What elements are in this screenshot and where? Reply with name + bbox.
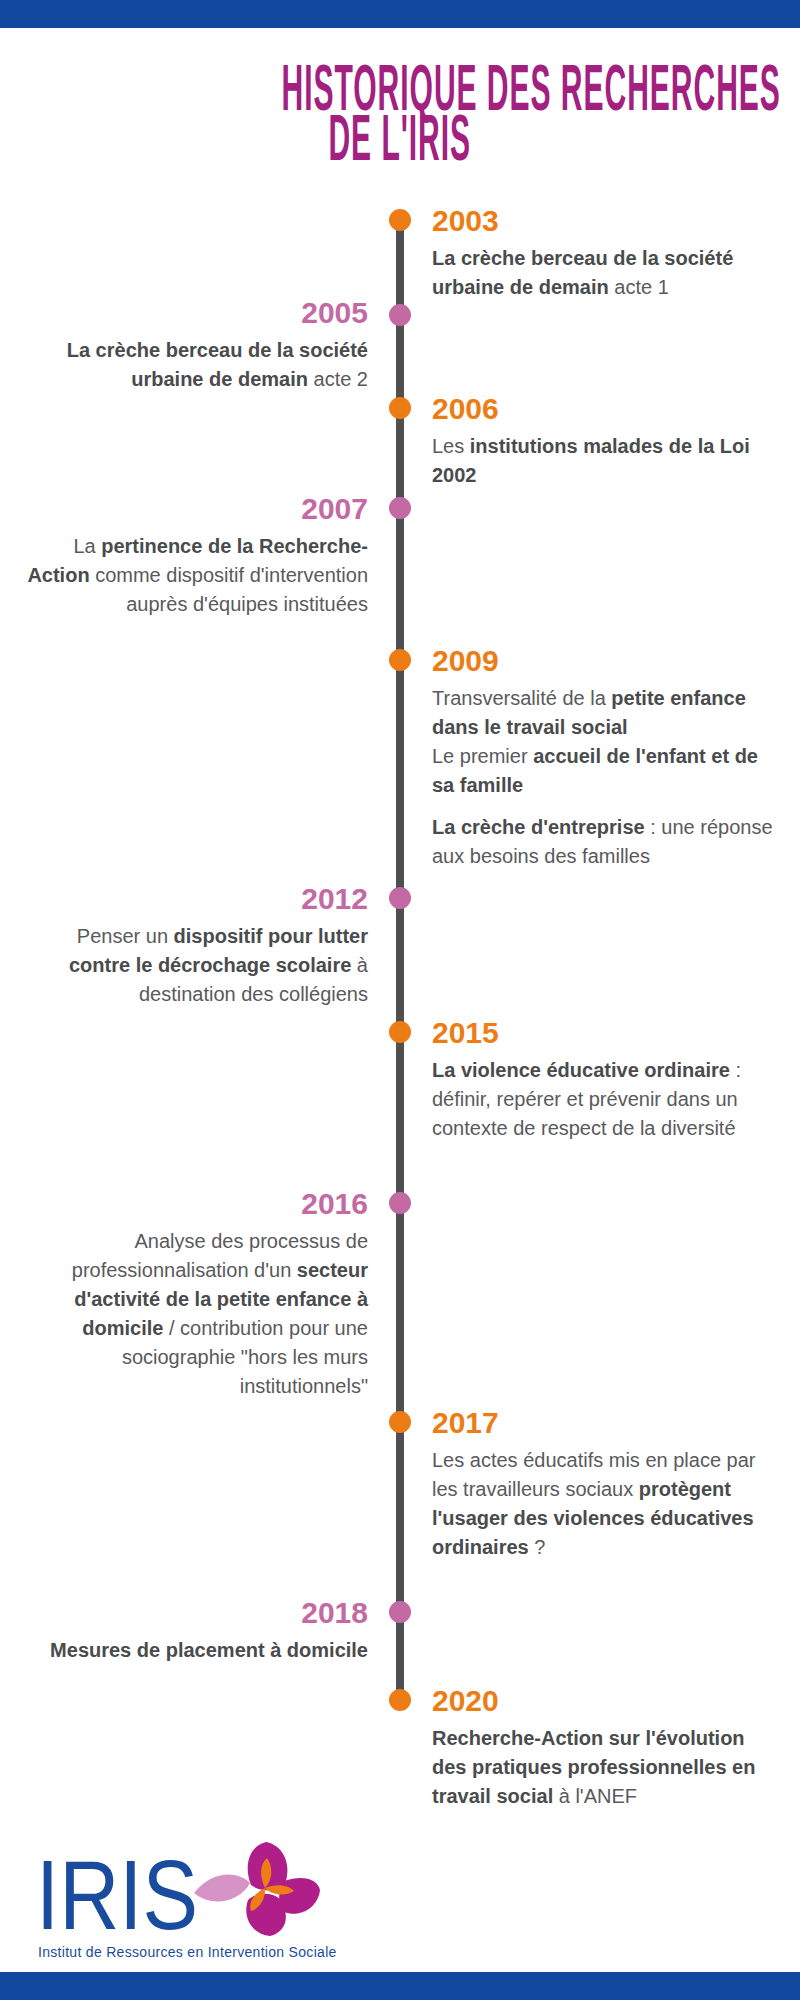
timeline-dot-2006 (389, 397, 411, 419)
entry-text: Analyse des processus de professionnalis… (12, 1227, 368, 1401)
timeline-dot-2020 (389, 1689, 411, 1711)
entry-year: 2006 (432, 392, 782, 426)
entry-year: 2018 (12, 1596, 368, 1630)
iris-tagline: Institut de Ressources en Intervention S… (38, 1944, 337, 1960)
entry-year: 2012 (12, 882, 368, 916)
timeline-entry-2015: 2015 La violence éducative ordinaire : dé… (432, 1016, 782, 1156)
entry-year: 2007 (12, 492, 368, 526)
entry-year: 2015 (432, 1016, 782, 1050)
entry-year: 2020 (432, 1684, 782, 1718)
entry-text: Penser un dispositif pour lutter contre … (12, 922, 368, 1009)
timeline-entry-2003: 2003 La crèche berceau de la société urba… (432, 204, 782, 315)
entry-year: 2016 (12, 1187, 368, 1221)
timeline-dot-2007 (389, 497, 411, 519)
iris-logo-text: IRIS (36, 1850, 198, 1940)
entry-year: 2003 (432, 204, 782, 238)
entry-text: La pertinence de la Recherche-Action com… (12, 532, 368, 619)
infographic-page: HISTORIQUE DES RECHERCHES DE L'IRIS 2003… (0, 0, 800, 2000)
timeline-dot-2012 (389, 887, 411, 909)
timeline-entry-2020: 2020 Recherche-Action sur l'évolution des… (432, 1684, 782, 1824)
timeline-line (396, 220, 404, 1700)
timeline-dot-2015 (389, 1021, 411, 1043)
timeline-dot-2003 (389, 209, 411, 231)
timeline-entry-2018: 2018 Mesures de placement à domicile (12, 1596, 368, 1678)
bottom-blue-bar (0, 1972, 800, 2000)
timeline-entry-2017: 2017 Les actes éducatifs mis en place par… (432, 1406, 782, 1575)
timeline-entry-2005: 2005 La crèche berceau de la société urba… (12, 296, 368, 407)
entry-text: Transversalité de la petite enfance dans… (432, 684, 782, 800)
timeline-dot-2017 (389, 1411, 411, 1433)
top-blue-bar (0, 0, 800, 28)
timeline-entry-2006: 2006 Les institutions malades de la Loi 2… (432, 392, 782, 503)
page-title-line2: DE L'IRIS (329, 113, 472, 163)
entry-year: 2017 (432, 1406, 782, 1440)
timeline-entry-2009: 2009 Transversalité de la petite enfance … (432, 644, 782, 884)
timeline-dot-2005 (389, 304, 411, 326)
timeline-entry-2016: 2016 Analyse des processus de professionn… (12, 1187, 368, 1414)
iris-flower-icon (188, 1838, 326, 1938)
entry-text: La crèche d'entreprise : une réponse aux… (432, 813, 782, 871)
timeline-dot-2018 (389, 1601, 411, 1623)
timeline-dot-2016 (389, 1192, 411, 1214)
entry-text: La crèche berceau de la société urbaine … (432, 244, 782, 302)
page-title: HISTORIQUE DES RECHERCHES DE L'IRIS (0, 63, 800, 163)
entry-text: La crèche berceau de la société urbaine … (12, 336, 368, 394)
entry-year: 2005 (12, 296, 368, 330)
entry-text: Les institutions malades de la Loi 2002 (432, 432, 782, 490)
timeline-entry-2007: 2007 La pertinence de la Recherche-Action… (12, 492, 368, 632)
entry-text: Recherche-Action sur l'évolution des pra… (432, 1724, 782, 1811)
timeline-dot-2009 (389, 649, 411, 671)
entry-text: Les actes éducatifs mis en place par les… (432, 1446, 782, 1562)
entry-text: Mesures de placement à domicile (12, 1636, 368, 1665)
entry-year: 2009 (432, 644, 782, 678)
timeline-entry-2012: 2012 Penser un dispositif pour lutter con… (12, 882, 368, 1022)
entry-text: La violence éducative ordinaire : défini… (432, 1056, 782, 1143)
